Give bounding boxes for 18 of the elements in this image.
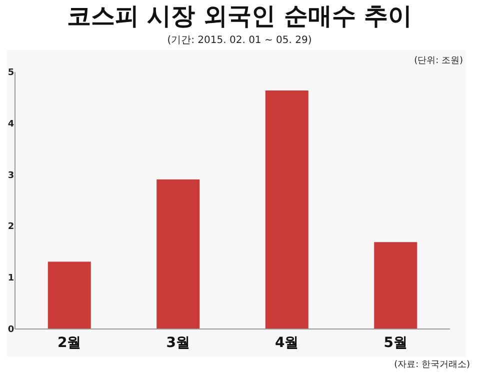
bar	[48, 262, 91, 329]
text: (단위: 조원)	[414, 56, 463, 66]
chart-subtitle: (기간: 2015. 02. 01 ~ 05. 29)	[167, 35, 312, 46]
y-tick-label: 0	[8, 325, 14, 335]
x-tick-label: 3월	[166, 335, 190, 351]
bar	[265, 90, 308, 329]
y-tick-label: 4	[8, 119, 14, 130]
x-tick-label: 5월	[384, 335, 408, 351]
y-tick-label: 5	[8, 68, 14, 78]
chart-title: 코스피 시장 외국인 순매수 추이	[66, 2, 412, 30]
y-tick-label: 3	[8, 170, 14, 181]
y-tick-label: 2	[8, 222, 14, 232]
bar	[156, 179, 200, 329]
text: (자료: 한국거래소)	[394, 360, 470, 370]
x-tick-label: 4월	[275, 335, 299, 351]
y-tick-label: 1	[8, 274, 14, 284]
bar	[374, 242, 418, 329]
x-tick-label: 2월	[58, 335, 82, 351]
